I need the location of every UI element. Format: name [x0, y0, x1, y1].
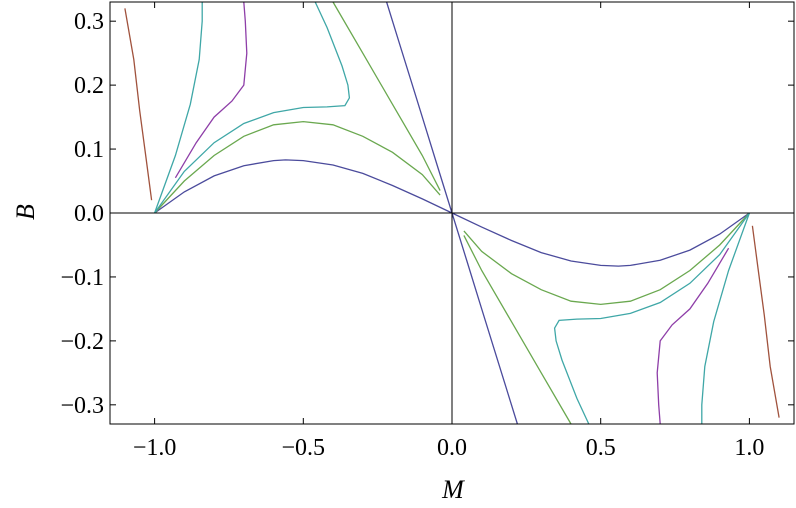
curve-0-segment-0	[154, 159, 453, 214]
x-tick-label: −1.0	[133, 435, 177, 461]
y-tick-label: 0.1	[74, 137, 104, 163]
y-tick-label: −0.2	[60, 329, 104, 355]
x-tick-label: −0.5	[282, 435, 326, 461]
curve-4-segment-1	[751, 225, 780, 418]
x-axis-title: M	[441, 475, 465, 504]
curve-0-segment-1	[451, 212, 750, 267]
y-tick-label: −0.1	[60, 265, 104, 291]
y-tick-label: 0.0	[74, 201, 104, 227]
curves-group	[124, 1, 780, 425]
curve-2-segment-2	[153, 2, 203, 214]
curve-2-segment-1	[553, 212, 750, 425]
curve-1-segment-2	[332, 1, 441, 191]
y-tick-label: −0.3	[60, 393, 104, 419]
y-tick-label: 0.3	[74, 9, 104, 35]
y-ticks: 0.3 0.2 0.1 0.0 −0.1 −0.2 −0.3	[60, 9, 794, 419]
x-tick-label: 0.0	[437, 435, 467, 461]
curve-3-segment-1	[656, 247, 730, 425]
curve-3-segment-0	[174, 1, 248, 179]
curve-1-segment-0	[154, 120, 441, 214]
curve-2-segment-0	[154, 1, 351, 214]
curve-2-segment-3	[701, 212, 751, 424]
x-tick-label: 0.5	[586, 435, 616, 461]
curve-1-segment-3	[463, 235, 572, 425]
x-tick-label: 1.0	[734, 435, 764, 461]
x-ticks: −1.0 −0.5 0.0 0.5 1.0	[133, 2, 764, 461]
y-axis-title: B	[11, 204, 40, 220]
curve-1-segment-1	[463, 212, 750, 306]
curve-4-segment-0	[124, 8, 153, 201]
y-tick-label: 0.2	[74, 73, 104, 99]
